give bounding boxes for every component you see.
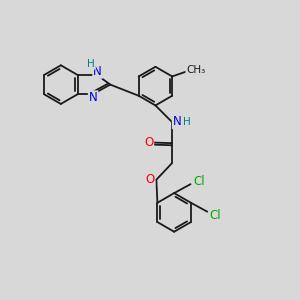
Text: CH₃: CH₃: [186, 64, 206, 75]
Text: Cl: Cl: [193, 175, 205, 188]
Text: N: N: [89, 91, 98, 104]
Text: Cl: Cl: [210, 209, 221, 222]
Text: N: N: [93, 65, 102, 78]
Text: N: N: [173, 115, 182, 128]
Text: O: O: [144, 136, 153, 149]
Text: H: H: [87, 59, 95, 69]
Text: O: O: [145, 173, 154, 186]
Text: H: H: [183, 117, 191, 127]
